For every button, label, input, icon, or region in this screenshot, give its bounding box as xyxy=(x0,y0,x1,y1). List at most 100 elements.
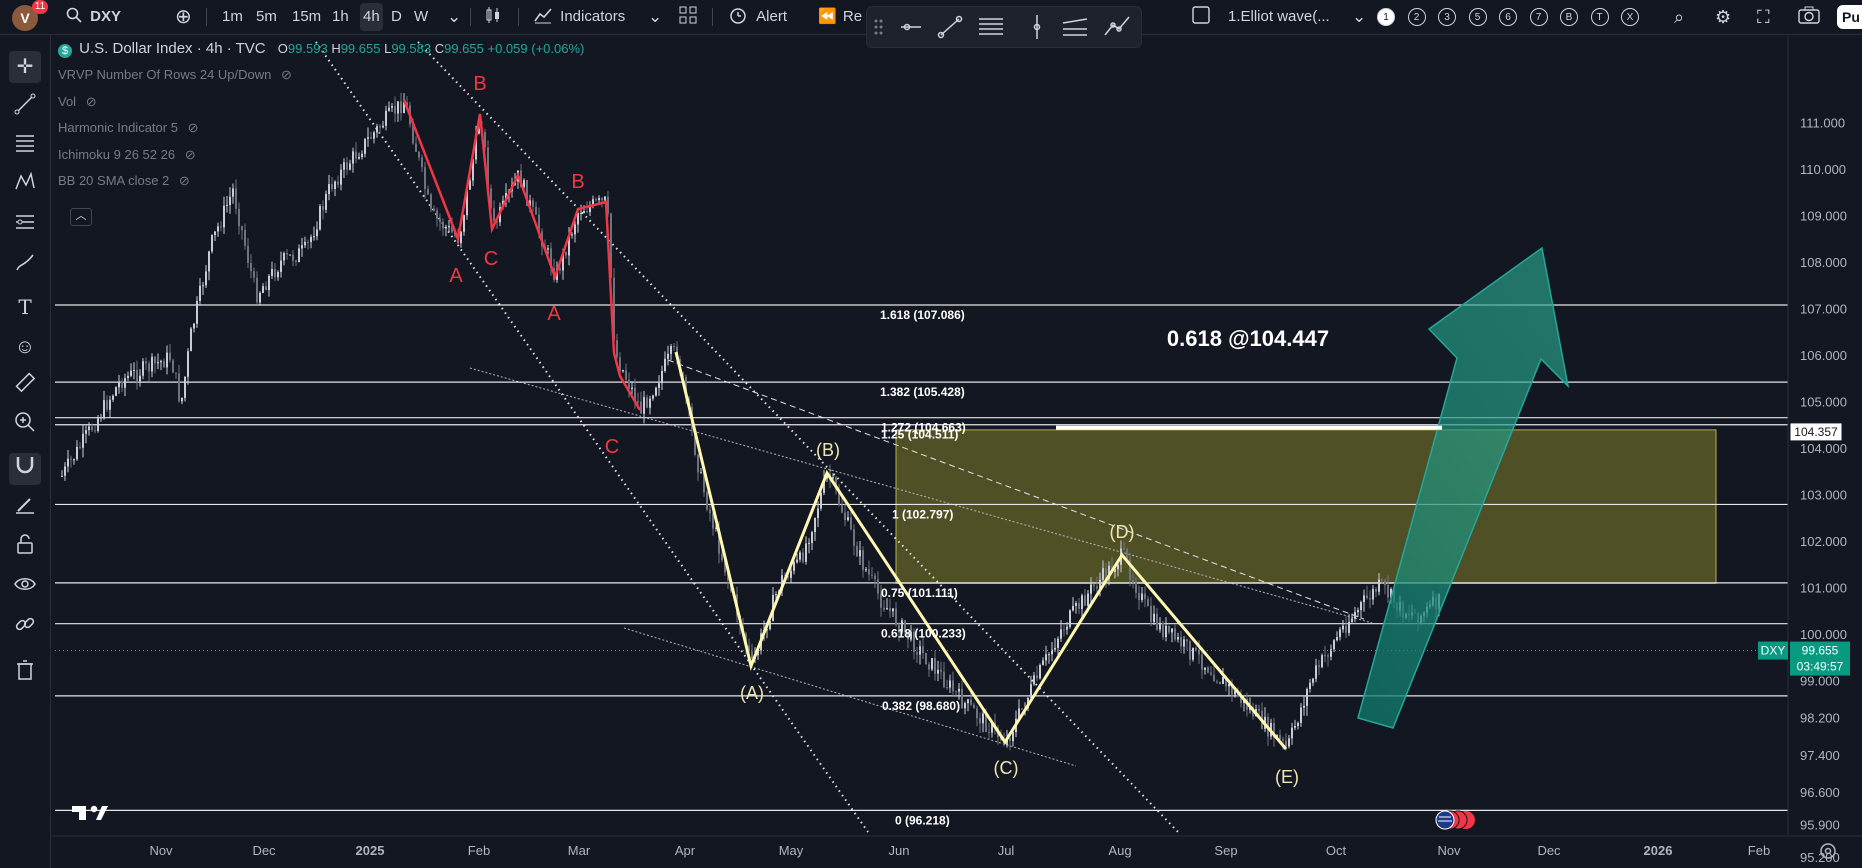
indicator-row[interactable]: BB 20 SMA close 2 ⊘ xyxy=(58,173,190,189)
candle-body xyxy=(1114,569,1116,573)
compare-symbol-button[interactable]: ⊕ xyxy=(175,0,192,34)
timeframe-1h[interactable]: 1h xyxy=(332,8,349,25)
price-axis[interactable]: 111.000 110.000 109.000 108.000 107.000 106.0… xyxy=(1800,116,1847,866)
candle-body xyxy=(133,369,135,371)
candle-body xyxy=(397,101,399,114)
eye-slash-icon[interactable]: ⊘ xyxy=(277,67,292,82)
candle-body xyxy=(256,277,258,303)
candle-body xyxy=(979,718,981,724)
magnet-tool[interactable] xyxy=(9,453,41,485)
prediction-tool[interactable] xyxy=(9,211,41,243)
layout-tab-6[interactable]: 6 xyxy=(1499,8,1517,26)
zoom-tool[interactable] xyxy=(9,411,41,443)
layout-tab-t[interactable]: T xyxy=(1590,8,1609,26)
layout-tab-5[interactable]: 5 xyxy=(1468,8,1487,26)
candle-body xyxy=(793,562,795,571)
search-icon xyxy=(66,7,82,23)
candle-body xyxy=(142,361,144,376)
eye-slash-icon[interactable]: ⊘ xyxy=(175,173,190,188)
candle-body xyxy=(1153,613,1155,622)
layout-tab-b[interactable]: B xyxy=(1560,8,1578,26)
screenshot-button[interactable] xyxy=(1798,0,1820,34)
crosshair-tool[interactable]: ✛ xyxy=(9,51,41,83)
candle-body xyxy=(937,669,939,674)
layout-tab-2[interactable]: 2 xyxy=(1407,8,1426,26)
candle-body xyxy=(790,570,792,578)
layout-checkbox[interactable] xyxy=(1192,0,1210,34)
time-axis-settings-button[interactable] xyxy=(1820,843,1836,859)
indicator-row[interactable]: Ichimoku 9 26 52 26 ⊘ xyxy=(58,147,196,163)
target-zone[interactable] xyxy=(895,429,1717,584)
bullish-arrow[interactable] xyxy=(1357,246,1570,729)
indicator-row[interactable]: Vol ⊘ xyxy=(58,94,97,110)
replay-button[interactable]: ⏪ Re xyxy=(818,0,862,34)
indicators-dropdown[interactable]: ⌄ xyxy=(648,0,662,34)
brush-tool[interactable] xyxy=(9,251,41,283)
drawing-mode-tool[interactable] xyxy=(9,493,41,525)
quick-search-button[interactable]: ⌕ xyxy=(1674,0,1684,34)
templates-button[interactable] xyxy=(679,0,697,34)
symbol-search-button[interactable]: DXY xyxy=(66,0,121,34)
layout-tab-1[interactable]: 1 xyxy=(1377,8,1395,26)
timeframe-D[interactable]: D xyxy=(391,8,402,25)
alert-price-tag[interactable]: 104.357 xyxy=(1789,422,1843,442)
indicator-row[interactable]: VRVP Number Of Rows 24 Up/Down ⊘ xyxy=(58,67,292,83)
chart-type-button[interactable] xyxy=(484,0,502,34)
red-wave-label: C xyxy=(605,436,619,458)
candle-body xyxy=(817,508,819,519)
indicators-button[interactable]: Indicators xyxy=(534,0,625,34)
publish-button[interactable]: Pu xyxy=(1837,5,1862,29)
yellow-wave-path[interactable] xyxy=(674,351,1288,750)
indicator-row[interactable]: Harmonic Indicator 5 ⊘ xyxy=(58,120,198,136)
candle-body xyxy=(904,620,906,633)
eye-slash-icon[interactable]: ⊘ xyxy=(181,146,196,162)
text-tool[interactable]: T xyxy=(9,291,41,323)
candle-body xyxy=(496,220,498,223)
collapse-legend-button[interactable]: ︿ xyxy=(70,208,92,226)
settings-button[interactable]: ⚙ xyxy=(1715,0,1731,34)
trend-line-tool[interactable] xyxy=(9,93,41,125)
lock-drawings-tool[interactable] xyxy=(9,533,41,565)
candle-body xyxy=(640,401,642,414)
eye-slash-icon[interactable]: ⊘ xyxy=(82,93,97,109)
timeframe-15m[interactable]: 15m xyxy=(292,8,322,25)
timeframe-4h[interactable]: 4h xyxy=(360,3,383,31)
layout-tab-7[interactable]: 7 xyxy=(1529,8,1548,26)
candle-body xyxy=(472,159,474,181)
layout-dropdown[interactable]: ⌄ xyxy=(1352,0,1366,34)
candle-body xyxy=(265,286,267,291)
eye-slash-icon[interactable]: ⊘ xyxy=(183,120,199,135)
candle-body xyxy=(673,346,675,348)
timeframe-1m[interactable]: 1m xyxy=(222,8,243,25)
candle-body xyxy=(667,353,669,359)
emoji-tool[interactable]: ☺ xyxy=(9,331,41,363)
red-abc-waves[interactable] xyxy=(402,99,642,411)
fullscreen-button[interactable]: ⛶ xyxy=(1757,0,1770,34)
trend-dotted-lower xyxy=(623,627,1077,767)
time-axis[interactable]: Nov Dec 2025 Feb Mar Apr May Jun Jul Aug Sep Oct Nov… xyxy=(149,843,1770,858)
current-price-tag[interactable]: DXY 99.655 03:49:57 xyxy=(1758,641,1850,676)
economic-events-icon[interactable] xyxy=(1435,810,1475,830)
alert-button[interactable]: Alert xyxy=(728,0,787,34)
date-tick: Sep xyxy=(1214,843,1237,858)
channel-lines[interactable] xyxy=(315,41,1373,835)
timeframe-5m[interactable]: 5m xyxy=(256,8,277,25)
sync-drawings-tool[interactable] xyxy=(9,613,41,645)
timeframe-dropdown[interactable]: ⌄ xyxy=(447,0,461,34)
layout-name[interactable]: 1.Elliot wave(... xyxy=(1228,8,1330,25)
price-tick: 108.000 xyxy=(1800,255,1847,270)
hide-drawings-tool[interactable] xyxy=(9,573,41,605)
timeframe-W[interactable]: W xyxy=(414,8,429,25)
candle-body xyxy=(1063,629,1065,631)
legend-main-row[interactable]: $ U.S. Dollar Index · 4h · TVC O99.593 H… xyxy=(58,40,584,58)
fib-tool[interactable] xyxy=(9,131,41,163)
remove-drawings-tool[interactable] xyxy=(9,659,41,691)
pattern-tool[interactable] xyxy=(9,171,41,203)
low-label: L xyxy=(384,41,392,56)
measure-tool[interactable] xyxy=(9,371,41,403)
layout-tab-3[interactable]: 3 xyxy=(1438,8,1456,26)
layout-tab-x[interactable]: X xyxy=(1621,8,1639,26)
candle-body xyxy=(895,608,897,625)
chevron-up-icon: ︿ xyxy=(75,210,87,222)
